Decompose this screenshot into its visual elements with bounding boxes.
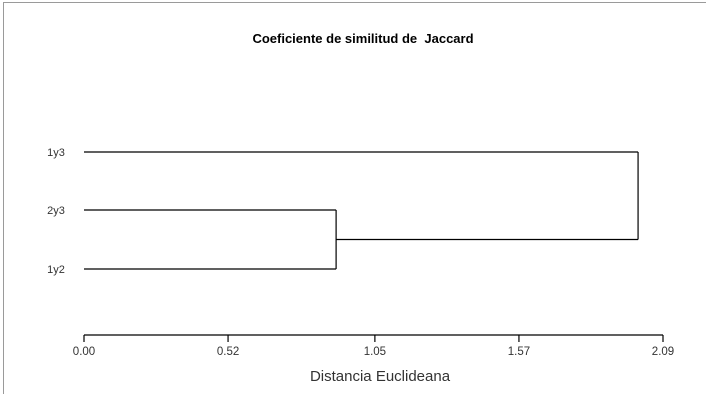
chart-frame	[3, 2, 706, 394]
leaf-label: 1y3	[47, 147, 65, 159]
x-tick-label: 0.00	[73, 346, 95, 358]
chart-title: Coeficiente de similitud de Jaccard	[252, 31, 474, 46]
x-axis-label: Distancia Euclideana	[309, 368, 451, 385]
x-tick-label: 1.57	[508, 346, 530, 358]
leaf-label: 2y3	[47, 205, 65, 217]
x-tick-label: 2.09	[652, 346, 674, 358]
leaf-label: 1y2	[47, 264, 65, 276]
x-tick-label: 0.52	[217, 346, 239, 358]
x-tick-label: 1.05	[364, 346, 386, 358]
